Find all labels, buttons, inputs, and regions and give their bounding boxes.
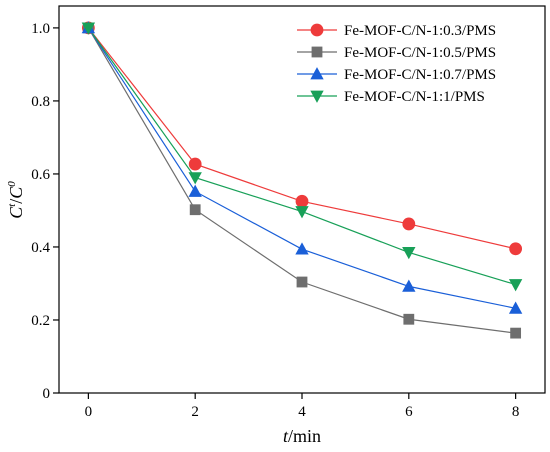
- series-markers: [81, 21, 523, 339]
- legend-marker: [311, 46, 323, 58]
- x-tick-label: 2: [191, 404, 199, 420]
- x-tick-label: 8: [512, 404, 520, 420]
- data-point-series-1: [295, 194, 309, 208]
- legend: Fe-MOF-C/N-1:0.3/PMS Fe-MOF-C/N-1:0.5/PMS…: [297, 23, 496, 105]
- data-point-series-1: [402, 217, 416, 231]
- y-tick-label: 0.6: [31, 167, 50, 183]
- legend-label: Fe-MOF-C/N-1:1/PMS: [344, 89, 485, 105]
- legend-marker: [310, 67, 324, 80]
- data-point-series-3: [508, 301, 523, 314]
- y-tick-label: 0.4: [31, 240, 50, 256]
- legend-label: Fe-MOF-C/N-1:0.5/PMS: [344, 45, 496, 61]
- data-point-series-2: [403, 313, 415, 325]
- legend-label: Fe-MOF-C/N-1:0.3/PMS: [344, 23, 496, 39]
- data-point-series-3: [188, 184, 202, 197]
- tick-group: 0 2 4 6 8 0 0.2 0.4 0.6 0.8 1.0: [31, 21, 519, 420]
- data-point-series-2: [510, 327, 522, 339]
- data-point-series-4: [188, 172, 202, 185]
- y-tick-label: 1.0: [31, 21, 50, 37]
- x-tick-label: 0: [85, 404, 93, 420]
- data-point-series-4: [508, 279, 523, 292]
- data-point-series-1: [509, 242, 523, 256]
- x-tick-label: 6: [405, 404, 413, 420]
- data-point-series-2: [189, 204, 201, 216]
- data-point-series-1: [188, 157, 202, 171]
- data-point-series-4: [295, 206, 309, 219]
- data-point-series-3: [402, 279, 416, 292]
- legend-marker: [310, 23, 324, 37]
- y-tick-label: 0.2: [31, 313, 50, 329]
- y-axis-label: Ct/C0: [6, 181, 26, 219]
- legend-marker: [310, 90, 324, 103]
- data-point-series-4: [402, 247, 416, 260]
- x-axis-label: t/min: [283, 426, 321, 446]
- data-point-series-2: [296, 276, 308, 288]
- data-point-series-3: [295, 242, 309, 255]
- legend-label: Fe-MOF-C/N-1:0.7/PMS: [344, 67, 496, 83]
- data-point-series-4: [81, 22, 96, 35]
- y-tick-label: 0: [43, 386, 51, 402]
- y-tick-label: 0.8: [31, 94, 50, 110]
- x-tick-label: 4: [298, 404, 306, 420]
